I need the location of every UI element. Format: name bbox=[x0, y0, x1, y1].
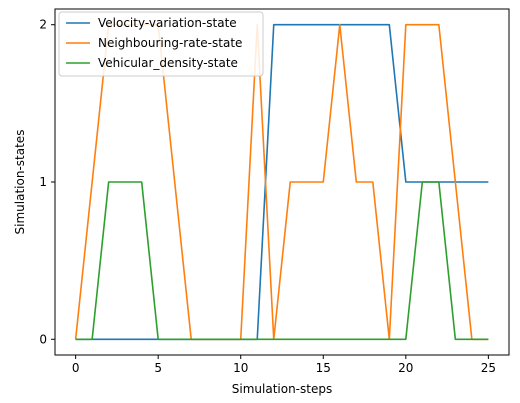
y-axis-ticks: 0 1 2 bbox=[39, 18, 55, 346]
x-tick-label: 20 bbox=[398, 361, 413, 375]
y-tick-label: 0 bbox=[39, 332, 47, 346]
y-tick-label: 2 bbox=[39, 18, 47, 32]
legend-label-vehicular-density-state: Vehicular_density-state bbox=[98, 56, 238, 70]
x-tick-label: 5 bbox=[154, 361, 162, 375]
legend-label-neighbouring-rate-state: Neighbouring-rate-state bbox=[98, 36, 242, 50]
x-tick-label: 15 bbox=[316, 361, 331, 375]
x-axis-label: Simulation-steps bbox=[232, 382, 332, 396]
x-tick-label: 0 bbox=[72, 361, 80, 375]
y-axis-label: Simulation-states bbox=[13, 130, 27, 235]
series-line-vehicular-density-state bbox=[75, 181, 489, 341]
legend-frame bbox=[58, 11, 264, 77]
x-tick-label: 10 bbox=[233, 361, 248, 375]
series-line-velocity-variation-state bbox=[75, 23, 489, 341]
legend-label-velocity-variation-state: Velocity-variation-state bbox=[98, 16, 237, 30]
legend: Velocity-variation-state Neighbouring-rat… bbox=[58, 11, 264, 77]
x-axis-ticks: 0 5 10 15 20 25 bbox=[72, 355, 496, 375]
x-tick-label: 25 bbox=[481, 361, 496, 375]
y-tick-label: 1 bbox=[39, 175, 47, 189]
